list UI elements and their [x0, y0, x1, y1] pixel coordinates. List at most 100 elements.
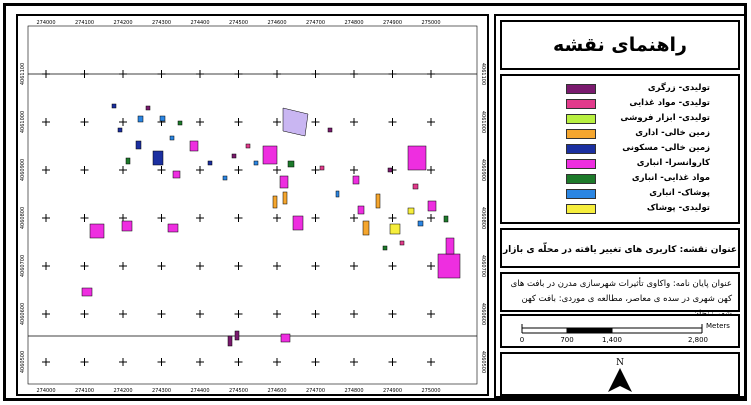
parcel-polygon [234, 330, 240, 341]
parcel-polygon [111, 103, 117, 109]
grid-label: 4060800 [480, 207, 486, 229]
parcel-polygon [389, 223, 401, 235]
parcel-polygon [357, 205, 365, 215]
legend-swatch [566, 159, 596, 169]
parcel-polygon [169, 135, 175, 141]
parcel-polygon [280, 333, 291, 343]
parcel-polygon [319, 165, 325, 171]
grid-label: 274500 [229, 20, 248, 26]
parcel-polygon [443, 215, 449, 223]
scale-unit: Meters [706, 322, 730, 330]
scale-label-0: 0 [520, 336, 524, 344]
grid-label: 4060700 [480, 255, 486, 277]
grid-label: 274600 [267, 388, 286, 394]
parcel-polygon [227, 335, 233, 347]
grid-label: 274800 [344, 388, 363, 394]
legend-label: زمین خالی- اداری [635, 128, 710, 138]
legend-column: راهنمای نقشه تولیدی- زرگری تولیدی- مواد غ… [494, 14, 746, 398]
legend-label: مواد غذایی- انباری [631, 173, 710, 183]
parcel-polygon [282, 191, 288, 205]
grid-label: 4061100 [20, 63, 26, 85]
grid-label: 274000 [36, 20, 55, 26]
grid-label: 4060700 [20, 255, 26, 277]
grid-label: 4061000 [480, 111, 486, 133]
parcel-polygon [335, 190, 340, 198]
scale-label-1400: 1,400 [602, 336, 622, 344]
parcel-polygon [207, 160, 213, 166]
legend-swatch [566, 144, 596, 154]
north-arrow-icon [608, 368, 632, 392]
parcel-polygon [231, 153, 237, 159]
grid-labels-top: 274000 274100 274200 274300 274400 274500 2746… [36, 20, 440, 26]
legend-item: زمین خالی- اداری [566, 128, 710, 140]
grid-label: 274900 [383, 20, 402, 26]
grid-labels-right: 4061100 4061000 4060900 4060800 4060700 40606… [480, 63, 486, 373]
legend-item: تولیدی- ابزار فروشی [566, 113, 710, 125]
scale-bar: 0 700 1,400 2,800 Meters [500, 314, 740, 348]
legend-label: پوشاک- انباری [649, 188, 710, 198]
legend-swatch [566, 84, 596, 94]
legend-label: زمین خالی- مسکونی [622, 143, 710, 153]
legend-panel: تولیدی- زرگری تولیدی- مواد غذایی تولیدی- ا… [500, 74, 740, 224]
parcel-polygon [177, 120, 183, 126]
grid-label: 274600 [267, 20, 286, 26]
grid-label: 274700 [306, 388, 325, 394]
grid-label: 4061000 [20, 111, 26, 133]
legend-swatch [566, 99, 596, 109]
parcel-polygon [135, 140, 142, 150]
legend-label: کاروانسرا- انباری [636, 158, 710, 168]
legend-label: تولیدی- ابزار فروشی [620, 113, 710, 123]
parcel-polygon [262, 145, 278, 165]
parcel-polygon [327, 127, 333, 133]
legend-item: کاروانسرا- انباری [566, 158, 710, 170]
parcel-polygon [189, 140, 199, 152]
legend-item: زمین خالی- مسکونی [566, 143, 710, 155]
parcel-polygon [352, 175, 360, 185]
parcel-polygon [245, 143, 251, 149]
thesis-title: عنوان پایان نامه: واکاوی تأثیرات شهرسازی… [500, 272, 740, 319]
legend-item: تولیدی- زرگری [566, 83, 710, 95]
north-label: N [616, 358, 624, 368]
legend-swatch [566, 204, 596, 214]
grid-label: 4060500 [480, 351, 486, 373]
parcel-polygon [287, 160, 295, 168]
grid-label: 274800 [344, 20, 363, 26]
parcel-polygon [272, 195, 278, 209]
grid-label: 4060600 [20, 303, 26, 325]
parcel-polygon [382, 245, 388, 251]
parcel-polygon [172, 170, 181, 179]
parcel-polygon [407, 145, 427, 171]
grid-label: 4061100 [480, 63, 486, 85]
grid-label: 274300 [152, 20, 171, 26]
parcel-polygon [437, 253, 461, 279]
scale-label-700: 700 [560, 336, 573, 344]
parcel-polygon [279, 175, 289, 189]
grid-label: 4060900 [20, 159, 26, 181]
grid-label: 274300 [152, 388, 171, 394]
parcel-polygon [137, 115, 144, 123]
grid-crosses [42, 70, 435, 366]
map-panel: 274000 274100 274200 274300 274400 274500 2746… [16, 14, 489, 396]
map-canvas: 274000 274100 274200 274300 274400 274500 2746… [20, 20, 486, 394]
parcel-polygon [222, 175, 228, 181]
grid-label: 4060800 [20, 207, 26, 229]
legend-swatch [566, 114, 596, 124]
parcel-polygon [292, 215, 304, 231]
parcel-polygon [152, 150, 164, 166]
parcel-features [81, 103, 461, 347]
grid-label: 4060600 [480, 303, 486, 325]
map-title: عنوان نقشه: کاربری های تغییر یافته در مح… [500, 228, 740, 295]
grid-label: 4060900 [480, 159, 486, 181]
grid-label: 274100 [75, 20, 94, 26]
legend-item: تولیدی- مواد غذایی [566, 98, 710, 110]
legend-swatch [566, 174, 596, 184]
north-arrow-panel: N [500, 352, 740, 396]
parcel-polygon [167, 223, 179, 233]
parcel-polygon [117, 127, 123, 133]
parcel-polygon [159, 115, 166, 122]
legend-label: تولیدی- زرگری [647, 83, 710, 93]
map-layout-frame: 274000 274100 274200 274300 274400 274500 2746… [3, 3, 747, 401]
legend-swatch [566, 189, 596, 199]
parcel-polygon [387, 167, 393, 173]
legend-item: پوشاک- انباری [566, 188, 710, 200]
